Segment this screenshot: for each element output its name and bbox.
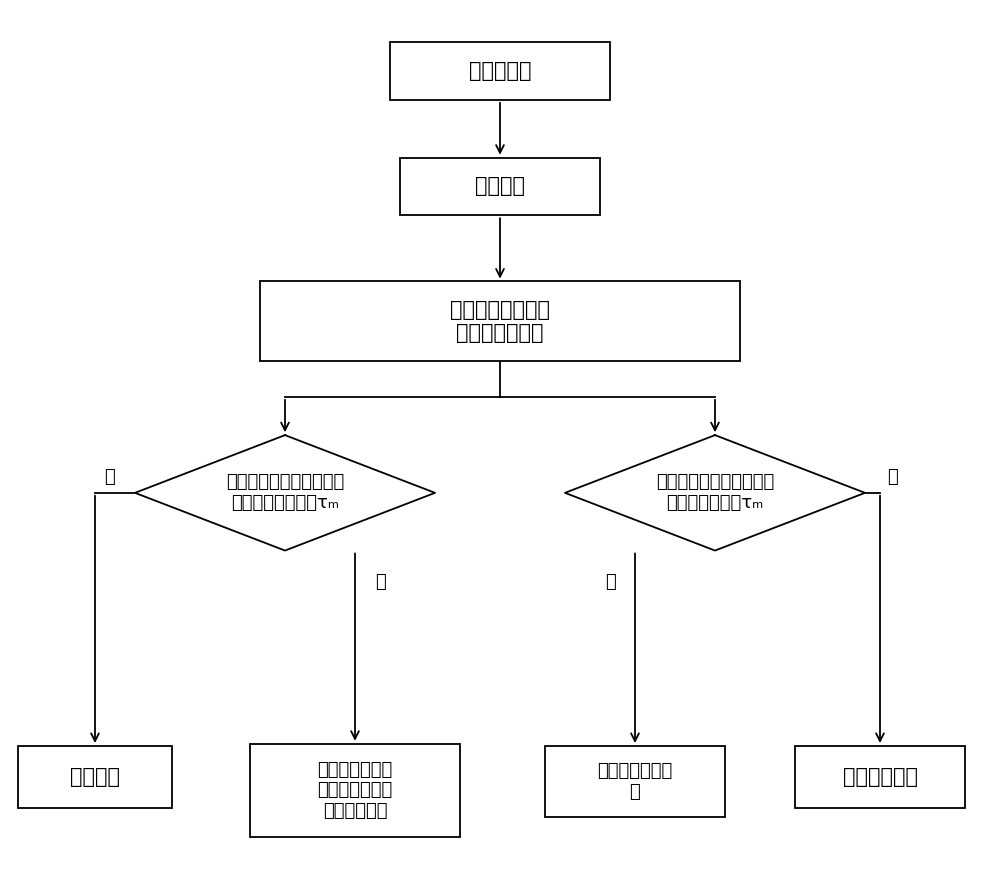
Text: 判断已休眠基站下的负载
是否小于休眠阈值τₘ: 判断已休眠基站下的负载 是否小于休眠阈值τₘ: [226, 473, 344, 512]
Text: 监控负载: 监控负载: [475, 177, 525, 196]
Bar: [400, 158, 600, 215]
Text: 触发基站休眠，
负载转移到相邻
活跃宏基站下: 触发基站休眠， 负载转移到相邻 活跃宏基站下: [317, 760, 393, 821]
Bar: [390, 42, 610, 100]
Text: 计算最优休眠概率
和最优休眠阈值: 计算最优休眠概率 和最优休眠阈值: [450, 300, 550, 343]
Text: 判断活跃基站下的负载是
否小于休眠阈值τₘ: 判断活跃基站下的负载是 否小于休眠阈值τₘ: [656, 473, 774, 512]
Text: 系统初始化: 系统初始化: [469, 61, 531, 81]
Bar: [18, 746, 172, 808]
Text: 是: 是: [375, 573, 385, 591]
Bar: [260, 281, 740, 361]
Bar: [795, 746, 965, 808]
Text: 否: 否: [105, 468, 115, 486]
Bar: [250, 744, 460, 836]
Text: 保持基站休眠状
态: 保持基站休眠状 态: [597, 762, 673, 801]
Polygon shape: [135, 435, 435, 551]
Text: 激活休眠基站: 激活休眠基站: [842, 767, 918, 787]
Bar: [545, 746, 725, 817]
Text: 是: 是: [605, 573, 615, 591]
Text: 否: 否: [888, 468, 898, 486]
Text: 保持工作: 保持工作: [70, 767, 120, 787]
Polygon shape: [565, 435, 865, 551]
